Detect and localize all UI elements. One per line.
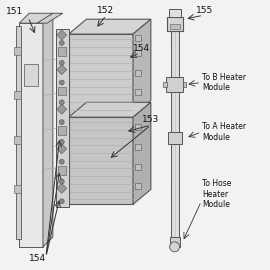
Bar (135, 50, 141, 56)
Circle shape (59, 159, 64, 164)
Circle shape (59, 100, 64, 105)
Bar (24, 64, 38, 86)
Bar (58, 126, 66, 135)
Bar (135, 144, 141, 150)
Polygon shape (57, 65, 67, 75)
Text: 155: 155 (196, 6, 214, 15)
Circle shape (170, 242, 180, 252)
Bar (135, 164, 141, 170)
Bar (58, 47, 66, 56)
Bar (69, 34, 133, 115)
Text: 151: 151 (6, 7, 23, 16)
Polygon shape (69, 102, 151, 117)
Text: To Hose
Heater
Module: To Hose Heater Module (202, 180, 232, 209)
Polygon shape (133, 102, 151, 204)
Polygon shape (43, 13, 53, 247)
Bar (58, 166, 66, 175)
Polygon shape (57, 30, 67, 40)
Bar (135, 35, 141, 41)
Bar (58, 86, 66, 95)
Polygon shape (37, 13, 63, 23)
Polygon shape (14, 47, 21, 55)
Circle shape (59, 139, 64, 144)
Bar (170, 24, 180, 29)
Polygon shape (57, 144, 67, 154)
Bar (170, 237, 180, 247)
Polygon shape (57, 184, 67, 193)
Polygon shape (14, 136, 21, 144)
Bar (69, 117, 133, 204)
Circle shape (59, 199, 64, 204)
Bar (166, 77, 184, 92)
Bar (135, 184, 141, 190)
Polygon shape (16, 26, 21, 239)
Bar (168, 132, 181, 144)
Circle shape (59, 120, 64, 125)
Bar (163, 82, 167, 87)
Text: 154: 154 (29, 254, 46, 263)
Circle shape (59, 179, 64, 184)
Circle shape (59, 40, 64, 45)
Polygon shape (133, 19, 151, 115)
Bar (167, 17, 183, 31)
Polygon shape (69, 19, 151, 34)
Bar (169, 9, 181, 17)
Text: 152: 152 (97, 6, 114, 15)
Text: 153: 153 (142, 115, 159, 124)
Circle shape (59, 60, 64, 65)
Bar (171, 19, 178, 247)
Polygon shape (14, 92, 21, 99)
Polygon shape (57, 104, 67, 114)
Text: To A Heater
Module: To A Heater Module (202, 122, 247, 142)
Bar (135, 70, 141, 76)
Polygon shape (19, 13, 53, 23)
Circle shape (59, 80, 64, 85)
Text: To B Heater
Module: To B Heater Module (202, 73, 246, 92)
Bar (135, 89, 141, 95)
Polygon shape (56, 29, 69, 207)
Polygon shape (19, 23, 43, 247)
Polygon shape (14, 185, 21, 193)
Text: 154: 154 (133, 44, 150, 53)
Bar (183, 82, 187, 87)
Bar (135, 124, 141, 130)
